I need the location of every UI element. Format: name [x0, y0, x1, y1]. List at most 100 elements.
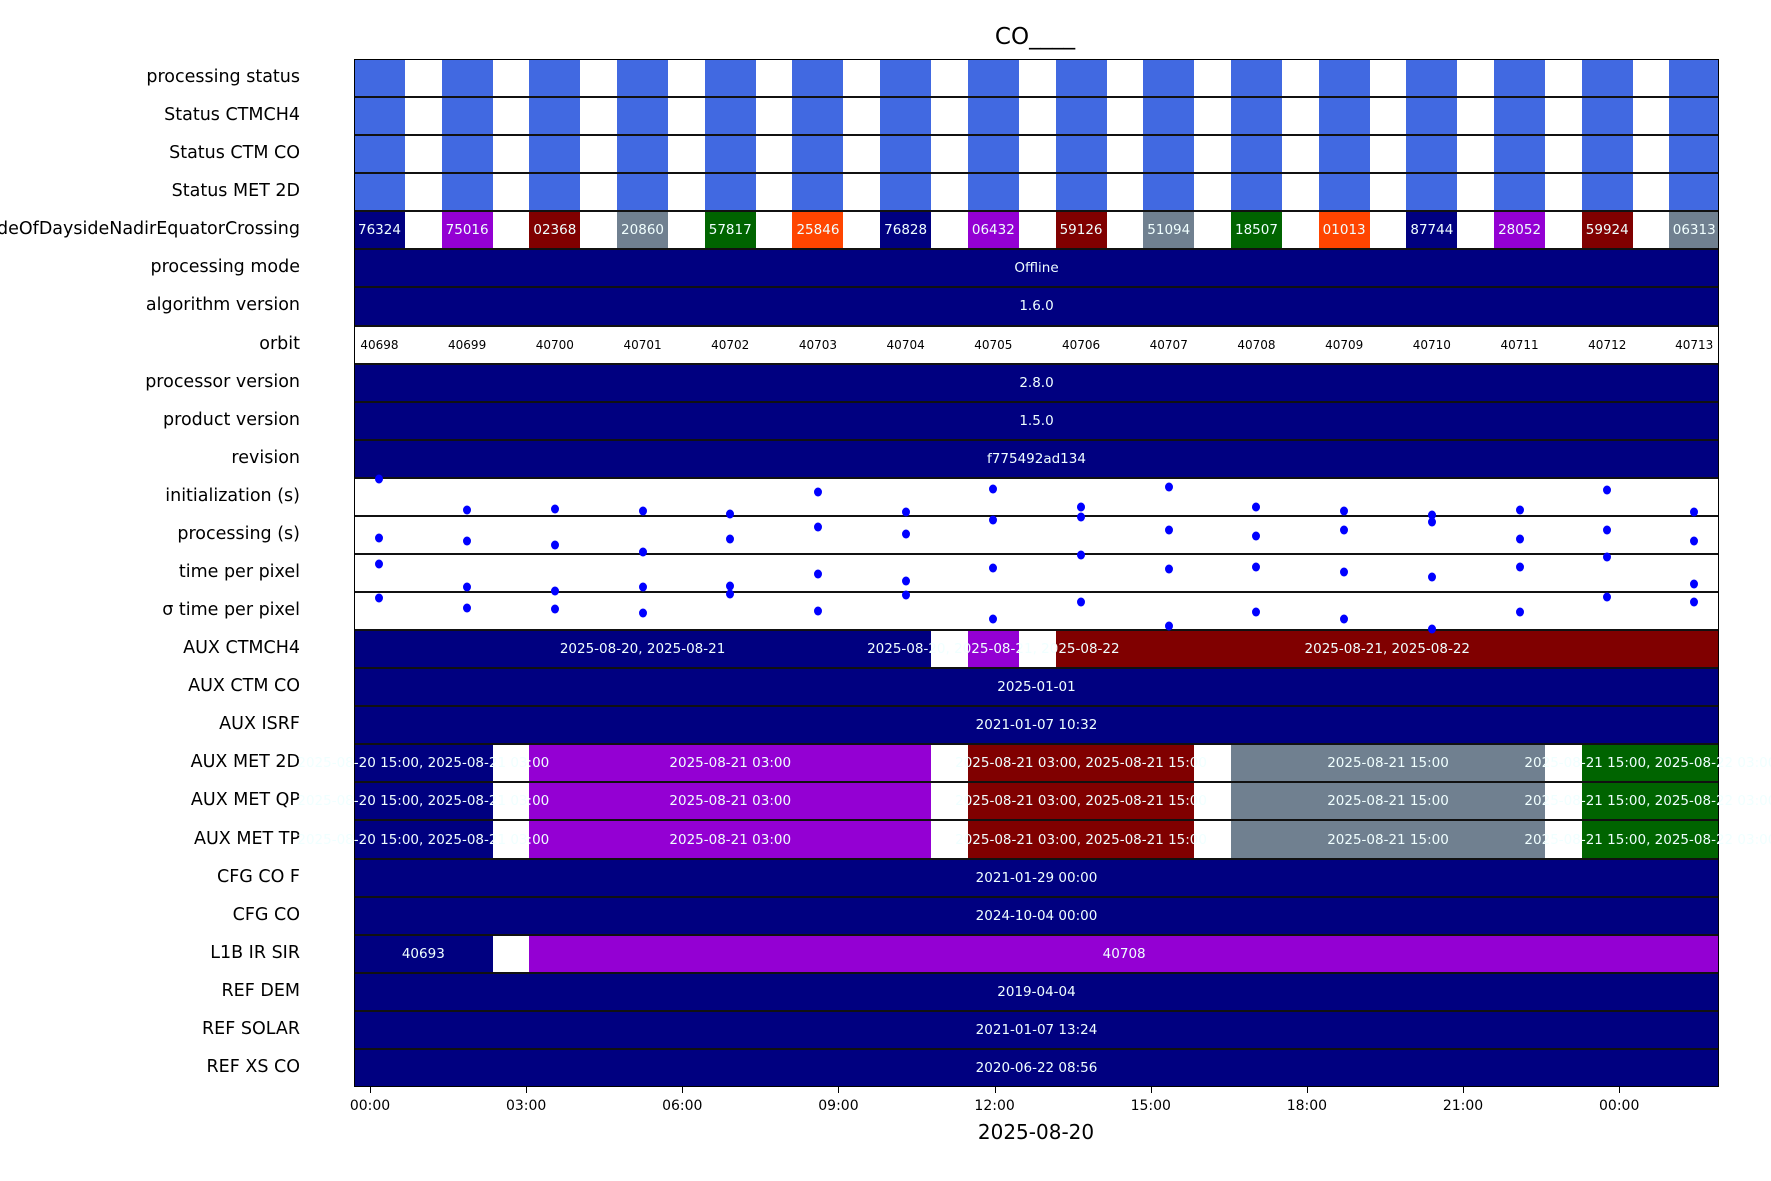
data-point	[1427, 510, 1436, 520]
row-divider	[354, 819, 1719, 822]
longitude-cell	[1143, 211, 1195, 250]
cell-label: 76828	[884, 222, 928, 239]
cell-label: 2.8.0	[1019, 374, 1054, 391]
cell-label: 2025-08-21 03:00, 2025-08-21 15:00	[955, 793, 1207, 810]
segment-cell	[967, 782, 1195, 821]
cell-label: 2025-08-21 15:00	[1327, 755, 1449, 772]
status-cell	[1318, 173, 1370, 212]
status-cell	[529, 135, 581, 174]
data-point	[1340, 506, 1349, 516]
longitude-cell	[792, 211, 844, 250]
x-axis-label: 2025-08-20	[977, 1120, 1095, 1144]
status-cell	[792, 97, 844, 136]
data-point	[901, 507, 910, 517]
cell-label: 40710	[1412, 337, 1451, 352]
segment-cell	[354, 1010, 1719, 1049]
data-point	[813, 606, 822, 616]
data-point	[638, 582, 647, 592]
data-point	[1427, 517, 1436, 527]
row-divider	[354, 96, 1719, 99]
cell-label: 28052	[1498, 222, 1542, 239]
longitude-cell	[1055, 211, 1107, 250]
status-cell	[1230, 59, 1282, 98]
data-point	[726, 534, 735, 544]
cell-label: Offline	[1014, 260, 1059, 277]
row-label: AUX ISRF	[219, 714, 300, 735]
cell-label: 18507	[1234, 222, 1278, 239]
row-divider	[354, 210, 1719, 213]
cell-label: 1.5.0	[1019, 412, 1054, 429]
data-point	[463, 582, 472, 592]
x-tick	[838, 1087, 840, 1093]
data-point	[638, 608, 647, 618]
plot-area	[354, 59, 1719, 1087]
x-tick-label: 03:00	[505, 1098, 547, 1114]
cell-label: 2025-08-21 03:00	[669, 831, 792, 848]
data-point	[901, 590, 910, 600]
status-cell	[880, 59, 932, 98]
x-tick	[994, 1087, 996, 1093]
cell-label: 59126	[1059, 222, 1103, 239]
status-cell	[1055, 59, 1107, 98]
data-point	[1164, 564, 1173, 574]
segment-cell	[354, 249, 1719, 288]
x-tick	[370, 1087, 371, 1093]
status-cell	[1669, 97, 1719, 136]
status-cell	[617, 97, 669, 136]
segment-cell	[529, 934, 1719, 973]
plot-frame	[354, 59, 1719, 1087]
row-label: AUX MET TP	[194, 828, 300, 849]
data-point	[1252, 607, 1261, 617]
row-label: product version	[163, 409, 300, 430]
status-cell	[1406, 173, 1458, 212]
cell-label: 2025-08-21 15:00, 2025-08-22 03:00	[1524, 831, 1771, 848]
longitude-cell	[1669, 211, 1719, 250]
segment-cell	[354, 1048, 1719, 1087]
status-cell	[1669, 135, 1719, 174]
row-label: processing (s)	[177, 523, 300, 544]
status-cell	[354, 97, 405, 136]
cell-label: 20860	[621, 222, 665, 239]
status-cell	[792, 59, 844, 98]
data-point	[989, 563, 998, 573]
data-point	[1515, 607, 1524, 617]
cell-label: 40693	[401, 945, 445, 962]
segment-cell	[1055, 630, 1719, 669]
longitude-cell	[1494, 211, 1546, 250]
cell-label: 2025-08-21 03:00, 2025-08-21 15:00	[955, 831, 1207, 848]
row-label: AUX MET QP	[190, 790, 300, 811]
status-cell	[1581, 59, 1633, 98]
status-cell	[1406, 97, 1458, 136]
row-label: AUX CTM CO	[188, 676, 300, 697]
data-point	[550, 586, 559, 596]
data-point	[1515, 534, 1524, 544]
data-point	[1690, 579, 1699, 589]
row-label: AUX MET 2D	[190, 752, 300, 773]
row-divider	[354, 400, 1719, 403]
segment-cell	[354, 896, 1719, 935]
row-divider	[354, 1047, 1719, 1050]
status-cell	[967, 173, 1019, 212]
status-cell	[1581, 173, 1633, 212]
cell-label: 40707	[1149, 337, 1188, 352]
status-cell	[704, 173, 756, 212]
segment-cell	[529, 744, 932, 783]
cell-label: 2021-01-07 10:32	[975, 717, 1098, 734]
cell-label: 2025-08-20 15:00, 2025-08-21 03:00	[297, 831, 550, 848]
segment-cell	[354, 858, 1719, 897]
status-cell	[1581, 135, 1633, 174]
row-divider	[354, 591, 1719, 594]
status-cell	[967, 135, 1019, 174]
status-cell	[354, 59, 405, 98]
segment-cell	[1581, 782, 1719, 821]
status-cell	[1318, 135, 1370, 174]
cell-label: 40706	[1061, 337, 1101, 352]
longitude-cell	[704, 211, 756, 250]
data-point	[1252, 502, 1261, 512]
status-cell	[354, 135, 405, 174]
row-divider	[354, 134, 1719, 137]
cell-label: 57817	[708, 222, 752, 239]
cell-label: 40699	[448, 337, 487, 352]
cell-label: 40702	[711, 337, 750, 352]
x-tick	[1150, 1087, 1152, 1093]
